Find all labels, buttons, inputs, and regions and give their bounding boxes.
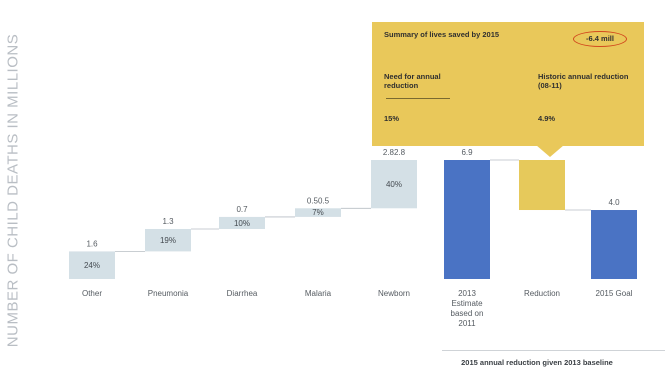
category-label-3: Malaria (305, 289, 332, 298)
bar-5 (444, 160, 490, 279)
category-label-1: Pneumonia (148, 289, 189, 298)
bar-3 (295, 208, 341, 217)
historic-value: 4.9% (538, 114, 556, 123)
bar-7 (591, 210, 637, 279)
need-value: 15% (384, 114, 400, 123)
share-labels: 24% 19% 10% 7% 40% (84, 180, 402, 270)
bars (69, 160, 637, 279)
summary-divider (386, 98, 450, 99)
share-label-1: 19% (160, 236, 176, 245)
bar-2 (219, 216, 265, 229)
value-label-3: 0.50.5 (307, 196, 330, 205)
bar-0 (69, 251, 115, 279)
category-label-0: Other (82, 289, 102, 298)
bar-4 (371, 160, 417, 209)
baseline-rule (442, 350, 665, 351)
share-label-4: 40% (386, 180, 402, 189)
value-label-7: 4.0 (608, 198, 620, 207)
need-label: Need for annual reduction (384, 72, 441, 90)
value-label-4: 2.82.8 (383, 148, 406, 157)
category-label-6: Reduction (524, 289, 560, 298)
bar-1 (145, 228, 191, 252)
baseline-note: 2015 annual reduction given 2013 baselin… (461, 358, 613, 367)
value-labels: 1.6 1.3 0.7 0.50.5 2.82.8 6.9 4.0 (86, 148, 620, 248)
value-label-2: 0.7 (236, 205, 248, 214)
value-label-0: 1.6 (86, 239, 98, 248)
summary-title: Summary of lives saved by 2015 (384, 30, 500, 39)
category-label-4: Newborn (378, 289, 410, 298)
bar-6 (519, 160, 565, 211)
category-label-2: Diarrhea (227, 289, 258, 298)
share-label-3: 7% (312, 208, 324, 217)
category-label-5: 2013 Estimate based on 2011 (451, 289, 484, 328)
share-label-0: 24% (84, 261, 100, 270)
connector-lines (115, 159, 591, 252)
category-labels: Other Pneumonia Diarrhea Malaria Newborn 2013… (82, 289, 633, 328)
value-label-1: 1.3 (162, 217, 174, 226)
category-label-7: 2015 Goal (596, 289, 633, 298)
summary-total-value: -6.4 mill (573, 31, 627, 47)
share-label-2: 10% (234, 219, 250, 228)
value-label-5: 6.9 (461, 148, 473, 157)
historic-label: Historic annual reduction (08-11) (538, 72, 629, 90)
summary-pointer (536, 145, 564, 157)
